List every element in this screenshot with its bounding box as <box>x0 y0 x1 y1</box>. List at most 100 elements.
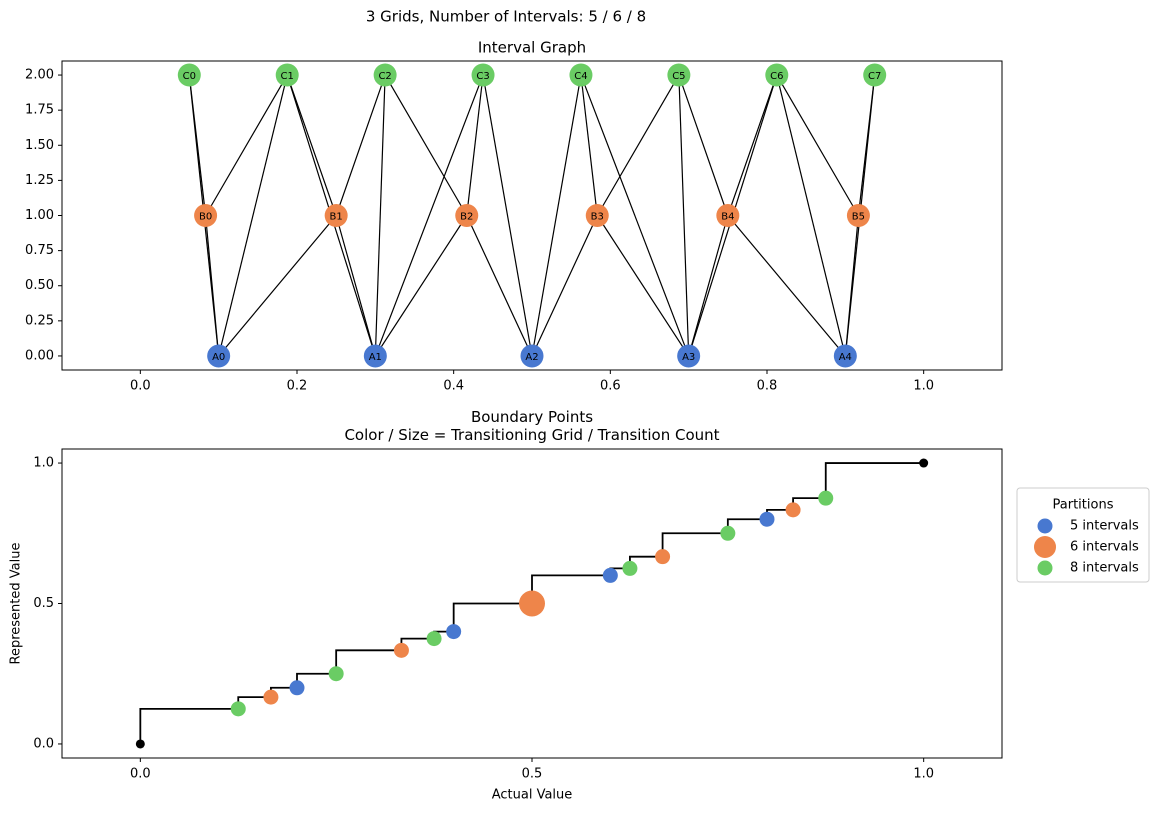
node-label: C2 <box>378 71 391 82</box>
edge <box>384 74 468 216</box>
boundary-point <box>263 689 279 705</box>
node <box>324 204 348 227</box>
edge <box>580 74 690 357</box>
y-tick-label: 1.25 <box>25 173 54 188</box>
edge <box>688 215 729 357</box>
y-tick-label: 0.5 <box>33 596 54 611</box>
legend-marker <box>1033 535 1057 559</box>
edge <box>466 215 533 357</box>
y-tick-label: 2.00 <box>25 68 54 83</box>
boundary-point <box>230 701 246 717</box>
node <box>833 344 857 368</box>
title-line: Boundary Points <box>471 408 593 426</box>
node-label: A1 <box>369 352 382 363</box>
node <box>846 204 870 227</box>
node-label: C6 <box>770 71 783 82</box>
edge <box>531 74 582 357</box>
x-tick-label: 0.8 <box>757 379 778 394</box>
x-tick-label: 0.6 <box>600 379 621 394</box>
chart-title: Interval Graph <box>478 39 586 57</box>
x-tick-label: 0.5 <box>522 767 543 782</box>
node-label: B1 <box>330 212 343 223</box>
node <box>207 344 231 368</box>
boundary-point <box>759 511 775 527</box>
y-tick-label: 0.50 <box>25 278 54 293</box>
legend-label: 8 intervals <box>1070 561 1139 576</box>
chart-title: Boundary Points Color / Size = Transition… <box>344 408 719 444</box>
node-label: C4 <box>574 71 587 82</box>
node-label: A2 <box>525 352 538 363</box>
endpoint <box>919 458 929 468</box>
node-label: A3 <box>682 352 695 363</box>
x-tick-label: 0.4 <box>443 379 464 394</box>
boundary-point <box>519 590 545 617</box>
node-label: B0 <box>199 212 212 223</box>
node-label: B3 <box>591 212 604 223</box>
edge <box>374 75 386 356</box>
y-tick-label: 1.00 <box>25 208 54 223</box>
node-label: B4 <box>721 212 734 223</box>
x-tick-label: 1.0 <box>913 767 934 782</box>
edge <box>466 74 484 216</box>
node <box>667 63 691 87</box>
legend-marker <box>1037 518 1053 534</box>
legend-title: Partitions <box>1053 498 1114 513</box>
y-tick-label: 0.0 <box>33 736 54 751</box>
node <box>363 344 387 368</box>
edge <box>205 74 288 216</box>
node <box>863 63 887 87</box>
boundary-point <box>720 525 736 541</box>
node-label: C3 <box>476 71 489 82</box>
node <box>471 63 495 87</box>
boundary-point <box>602 567 618 583</box>
edge <box>678 74 729 216</box>
boundary-point <box>655 549 671 565</box>
boundary-point <box>328 666 344 682</box>
node-label: C0 <box>183 71 196 82</box>
node-label: B5 <box>852 212 865 223</box>
x-tick-label: 0.2 <box>287 379 308 394</box>
edge <box>596 74 680 216</box>
boundary-point <box>785 502 801 518</box>
boundary-point <box>622 560 638 576</box>
y-tick-label: 0.00 <box>25 348 54 363</box>
y-tick-label: 0.25 <box>25 313 54 328</box>
legend-frame <box>1016 487 1150 583</box>
boundary-point <box>426 631 442 647</box>
node-label: B2 <box>460 212 473 223</box>
y-tick-label: 1.50 <box>25 138 54 153</box>
legend-label: 5 intervals <box>1070 519 1139 534</box>
y-tick-label: 1.75 <box>25 103 54 118</box>
edge <box>857 74 876 216</box>
x-tick-label: 0.0 <box>130 767 151 782</box>
x-axis-label: Actual Value <box>492 788 573 803</box>
edge <box>188 74 207 216</box>
y-axis-label: Represented Value <box>9 543 24 665</box>
boundary-point <box>289 680 305 696</box>
boundary-point <box>446 624 462 640</box>
node <box>520 344 544 368</box>
node-label: C5 <box>672 71 685 82</box>
legend-marker <box>1037 560 1053 576</box>
edge <box>482 74 533 357</box>
node <box>765 63 789 87</box>
x-tick-label: 1.0 <box>913 379 934 394</box>
edge <box>531 215 598 357</box>
edge <box>727 215 846 357</box>
node <box>455 204 479 227</box>
x-tick-label: 0.0 <box>130 379 151 394</box>
node <box>177 63 201 87</box>
edge <box>218 74 288 357</box>
title-line: Color / Size = Transitioning Grid / Tran… <box>344 426 719 444</box>
edge <box>374 215 468 357</box>
node-label: A0 <box>212 352 225 363</box>
edge <box>596 215 690 357</box>
node <box>373 63 397 87</box>
node-label: A4 <box>839 352 852 363</box>
node <box>585 204 609 227</box>
node <box>677 344 701 368</box>
edge <box>374 74 484 357</box>
endpoint <box>135 739 145 749</box>
boundary-point <box>818 490 834 506</box>
